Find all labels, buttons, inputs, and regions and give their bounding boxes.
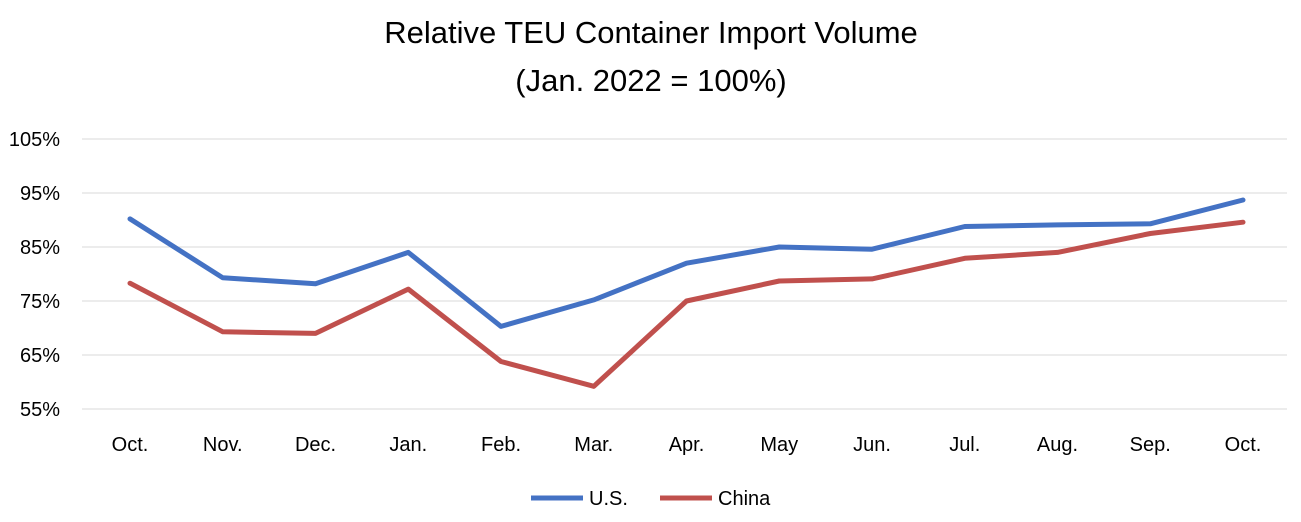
x-tick-label: Jul. — [949, 434, 980, 456]
x-tick-label: Nov. — [203, 434, 243, 456]
x-tick-label: Mar. — [574, 434, 613, 456]
x-tick-label: Jun. — [853, 434, 891, 456]
x-tick-label: May — [760, 434, 798, 456]
y-tick-label: 105% — [9, 129, 60, 151]
x-tick-label: Apr. — [669, 434, 705, 456]
x-tick-label: Oct. — [1225, 434, 1262, 456]
x-tick-label: Feb. — [481, 434, 521, 456]
series-line-u-s — [127, 197, 1246, 329]
gridlines — [82, 138, 1287, 410]
x-tick-label: Aug. — [1037, 434, 1078, 456]
series-lines — [127, 197, 1246, 389]
legend-label: U.S. — [589, 488, 628, 510]
y-tick-label: 85% — [20, 237, 60, 259]
x-axis-tick-labels: Oct. Nov. Dec. Jan. Feb. Mar. Apr. May Jun. Jul. A… — [112, 434, 1262, 456]
y-tick-label: 65% — [20, 345, 60, 367]
chart-title: Relative TEU Container Import Volume — [384, 15, 918, 50]
legend: U.S. China — [531, 488, 771, 510]
y-tick-label: 55% — [20, 399, 60, 421]
chart-subtitle: (Jan. 2022 = 100%) — [515, 63, 786, 98]
series-line-china — [127, 219, 1246, 389]
x-tick-label: Sep. — [1130, 434, 1171, 456]
y-axis-tick-labels: 55% 65% 75% 85% 95% 105% — [9, 129, 60, 421]
x-tick-label: Jan. — [389, 434, 427, 456]
y-tick-label: 75% — [20, 291, 60, 313]
y-tick-label: 95% — [20, 183, 60, 205]
legend-label: China — [718, 488, 771, 510]
x-tick-label: Oct. — [112, 434, 149, 456]
x-tick-label: Dec. — [295, 434, 336, 456]
